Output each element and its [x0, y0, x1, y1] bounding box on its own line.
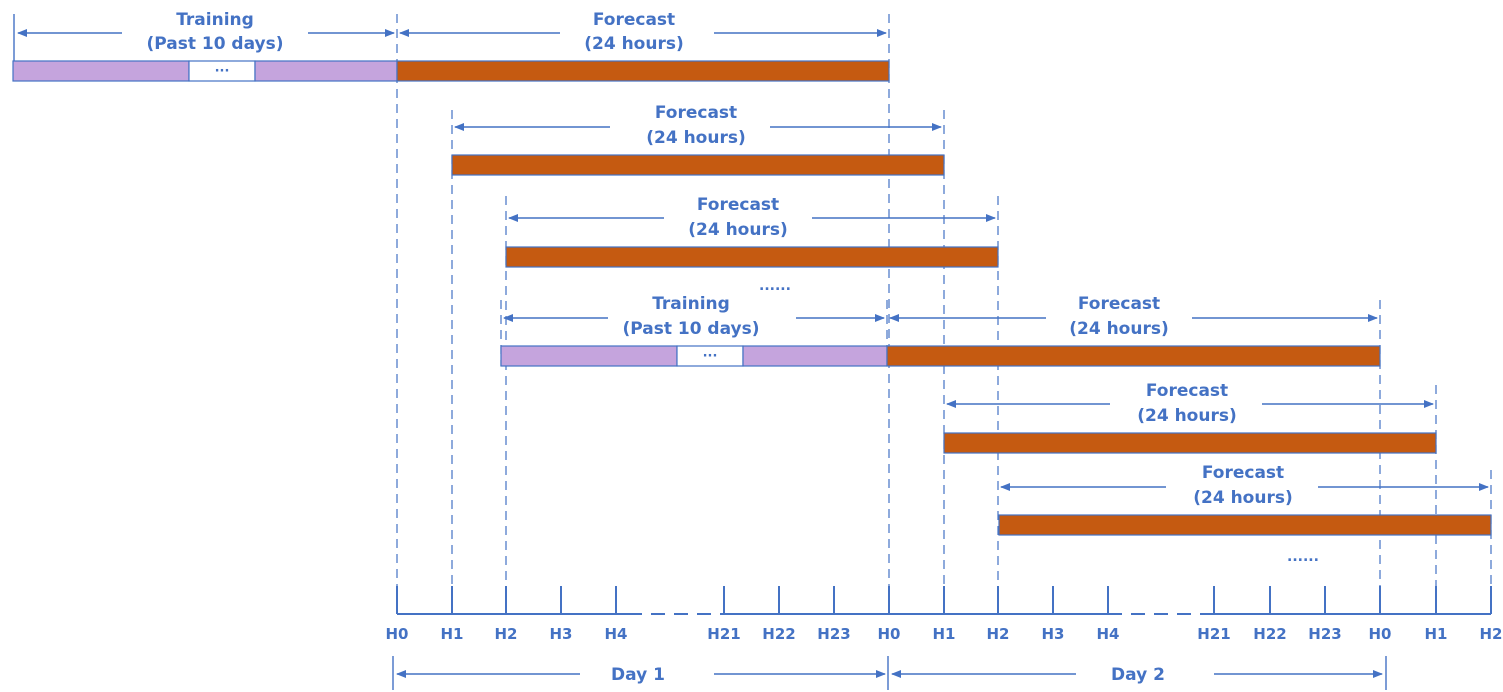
forecast-row-3-subtitle: (24 hours): [1137, 406, 1237, 426]
second-forecast-bar: [886, 345, 1381, 367]
timeline-tick-label: H0: [1369, 625, 1392, 643]
forecast-row-2-subtitle: (24 hours): [688, 220, 788, 240]
timeline-tick-label: H22: [762, 625, 795, 643]
forecast-row-4-bar: [998, 514, 1492, 536]
timeline-tick-label: H4: [1097, 625, 1120, 643]
forecast-row-1-title: Forecast: [655, 103, 737, 123]
forecast-row-4: Forecast (24 hours): [998, 463, 1492, 536]
timeline-tick-label: H3: [1042, 625, 1065, 643]
timeline-tick-label: H1: [933, 625, 956, 643]
forecast-row-3-title: Forecast: [1146, 381, 1228, 401]
forecast-row-1-bar: [451, 154, 945, 176]
timeline-tick-label: H23: [1308, 625, 1341, 643]
timeline-tick-label: H3: [550, 625, 573, 643]
day-1-label: Day 1: [611, 665, 665, 685]
top-training-title: Training: [176, 10, 254, 30]
timeline-tick-label: H0: [386, 625, 409, 643]
timeline-tick-labels: H0 H1 H2 H3 H4 H21 H22 H23 H0 H1 H2 H3 H4 H21 H22 H23 H0…: [386, 625, 1503, 643]
ellipsis-1: ......: [759, 278, 791, 294]
forecast-row-1: Forecast (24 hours): [451, 103, 945, 176]
guide-lines: [396, 14, 1492, 588]
top-forecast-subtitle: (24 hours): [584, 34, 684, 54]
timeline-tick-label: H4: [605, 625, 628, 643]
timeline-tick-label: H2: [987, 625, 1010, 643]
top-forecast-bar: [396, 60, 890, 82]
second-training-title: Training: [652, 294, 730, 314]
timeline-tick-label: H0: [878, 625, 901, 643]
top-forecast-title: Forecast: [593, 10, 675, 30]
second-training-subtitle: (Past 10 days): [622, 319, 759, 339]
second-training-bar-right: [742, 345, 888, 367]
forecast-row-3: Forecast (24 hours): [943, 381, 1437, 454]
day-1-span: Day 1: [392, 656, 886, 690]
second-training-gap-text: ···: [703, 349, 718, 364]
timeline-tick-label: H21: [1197, 625, 1230, 643]
timeline-ticks: [396, 586, 1492, 614]
forecast-row-2-bar: [505, 246, 999, 268]
forecast-row-2: Forecast (24 hours): [505, 195, 999, 268]
timeline-tick-label: H2: [1480, 625, 1503, 643]
forecast-row-2-title: Forecast: [697, 195, 779, 215]
top-training-subtitle: (Past 10 days): [146, 34, 283, 54]
top-forecast-window: Forecast (24 hours): [396, 10, 890, 82]
top-training-bar-left: [12, 60, 190, 82]
timeline-tick-label: H2: [495, 625, 518, 643]
timeline-tick-label: H23: [817, 625, 850, 643]
second-forecast-subtitle: (24 hours): [1069, 319, 1169, 339]
timeline-tick-label: H22: [1253, 625, 1286, 643]
timeline-tick-label: H1: [1425, 625, 1448, 643]
day-2-span: Day 2: [887, 656, 1387, 690]
ellipsis-2: ......: [1287, 549, 1319, 565]
timeline-tick-label: H1: [441, 625, 464, 643]
second-training-bar-left: [500, 345, 678, 367]
top-training-window: Training (Past 10 days) ···: [12, 10, 398, 82]
top-training-bar-right: [254, 60, 398, 82]
top-training-gap-text: ···: [215, 64, 230, 79]
forecast-row-4-title: Forecast: [1202, 463, 1284, 483]
second-forecast-title: Forecast: [1078, 294, 1160, 314]
forecast-row-4-subtitle: (24 hours): [1193, 488, 1293, 508]
forecast-row-3-bar: [943, 432, 1437, 454]
second-forecast-window: Forecast (24 hours): [886, 294, 1381, 367]
timeline-tick-label: H21: [707, 625, 740, 643]
day-2-label: Day 2: [1111, 665, 1165, 685]
forecast-row-1-subtitle: (24 hours): [646, 128, 746, 148]
second-training-window: Training (Past 10 days) ···: [500, 294, 888, 367]
